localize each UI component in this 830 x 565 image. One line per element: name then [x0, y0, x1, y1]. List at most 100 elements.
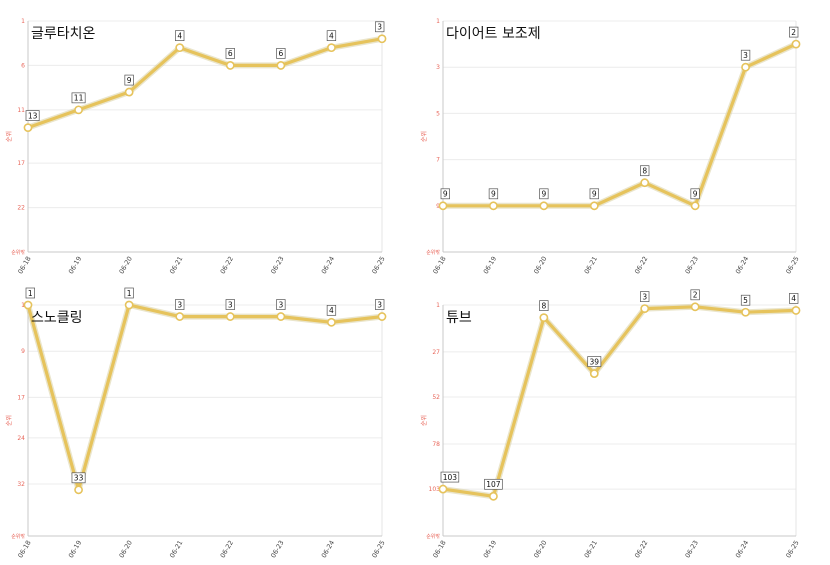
data-point [489, 201, 498, 211]
data-label-box [375, 21, 385, 33]
y-tick-label: 17 [17, 394, 25, 401]
data-label: 9 [693, 190, 698, 199]
x-tick-label: 06-24 [734, 539, 750, 559]
data-label-box [276, 48, 286, 59]
data-label-box [25, 287, 35, 299]
data-label-box [440, 471, 460, 483]
data-label: 2 [791, 28, 796, 37]
x-tick-label: 06-23 [684, 539, 700, 559]
data-point [124, 87, 134, 97]
data-label: 1 [28, 289, 33, 298]
data-label-box [539, 300, 549, 311]
data-point [23, 123, 33, 133]
data-label-box [124, 74, 134, 86]
data-label: 4 [177, 31, 182, 40]
data-label: 9 [127, 76, 132, 85]
data-label: 11 [74, 94, 84, 103]
data-point [438, 484, 448, 494]
x-tick-label: 06-22 [633, 255, 649, 275]
data-label: 1 [127, 289, 132, 298]
data-point [589, 369, 599, 378]
data-label-box [25, 110, 40, 121]
y-tick-label: 24 [17, 435, 25, 442]
data-point [690, 302, 700, 312]
data-label: 3 [278, 300, 283, 309]
y-tick-label: 1 [21, 18, 25, 25]
data-point [589, 201, 599, 211]
x-tick-label: 06-20 [532, 255, 548, 275]
x-tick-label: 06-18 [16, 255, 32, 275]
x-tick-label: 06-19 [482, 539, 498, 559]
y-tick-label-bottom: 순위밖 [426, 249, 440, 256]
x-tick-label: 06-21 [583, 255, 599, 275]
data-point [741, 307, 750, 317]
x-tick-label: 06-24 [320, 255, 336, 275]
data-label-box [276, 299, 286, 310]
data-label: 2 [693, 291, 698, 300]
data-label-box [488, 188, 499, 200]
series-line [26, 303, 383, 492]
data-label: 8 [642, 167, 647, 176]
y-tick-label: 27 [432, 349, 440, 356]
series-line [442, 305, 797, 498]
data-point [377, 34, 387, 44]
x-tick-label: 06-25 [370, 255, 386, 275]
data-label: 3 [377, 23, 382, 32]
y-tick-label: 6 [21, 62, 25, 69]
data-label-box [539, 188, 549, 200]
data-point [276, 312, 286, 321]
y-tick-label: 32 [17, 481, 25, 488]
data-label: 9 [491, 190, 496, 199]
x-tick-label: 06-23 [269, 539, 285, 559]
chart-title: 다이어트 보조제 [446, 26, 541, 42]
series-line [27, 37, 383, 130]
data-label: 3 [377, 300, 382, 309]
data-label-box [225, 48, 235, 59]
series-line-shadow [27, 35, 383, 131]
data-label-box [690, 188, 700, 200]
data-label: 33 [74, 474, 84, 483]
y-axis-label: 순위 [420, 131, 428, 142]
x-tick-label: 06-21 [583, 539, 599, 559]
data-label-box [789, 26, 799, 38]
data-label-box [175, 299, 185, 310]
x-tick-label: 06-25 [784, 255, 800, 275]
y-tick-label: 78 [432, 441, 440, 448]
data-point [539, 201, 549, 211]
x-tick-label: 06-21 [168, 255, 184, 275]
x-tick-label: 06-22 [633, 539, 649, 559]
x-tick-label: 06-18 [431, 539, 447, 559]
x-tick-label: 06-22 [219, 255, 235, 275]
data-point [438, 201, 448, 211]
data-label-box [440, 188, 450, 200]
data-point [225, 312, 235, 321]
y-tick-label: 52 [432, 394, 440, 401]
data-label-box [740, 49, 751, 61]
data-label-box [124, 287, 134, 299]
data-label-box [589, 188, 599, 200]
data-label-box [740, 294, 751, 306]
x-tick-label: 06-19 [67, 255, 83, 275]
y-tick-label: 9 [436, 203, 440, 210]
data-label-box [71, 472, 86, 484]
y-tick-label-bottom: 순위밖 [11, 533, 25, 540]
y-tick-label-bottom: 순위밖 [426, 533, 440, 540]
data-label: 8 [541, 301, 546, 310]
data-label: 9 [592, 190, 597, 199]
data-label-box [640, 165, 650, 177]
data-label: 4 [791, 294, 796, 303]
x-tick-label: 06-19 [67, 539, 83, 559]
y-axis-label: 순위 [5, 415, 13, 426]
chart-panel-3: 1 9 17 24 32 순위밖 순위 06-18 06-19 06-20 06-21 06-22 06… [5, 287, 387, 559]
chart-title: 스노클링 [31, 310, 83, 326]
data-point [327, 43, 336, 53]
chart-title: 글루타치온 [31, 26, 96, 42]
x-tick-label: 06-20 [118, 539, 134, 559]
data-label-box [640, 291, 650, 302]
data-point [377, 312, 387, 321]
y-tick-label: 22 [17, 205, 25, 212]
data-label: 3 [228, 300, 233, 309]
x-tick-label: 06-19 [482, 255, 498, 275]
